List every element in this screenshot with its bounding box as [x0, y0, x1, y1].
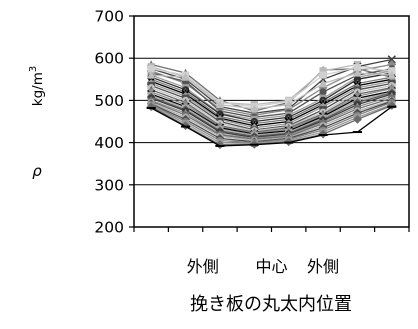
series-line — [150, 78, 392, 127]
series-line — [150, 63, 392, 116]
data-point — [387, 70, 397, 79]
data-point — [147, 65, 155, 73]
series-line — [150, 87, 392, 133]
data-point — [146, 70, 156, 79]
data-series — [146, 68, 397, 113]
data-series — [146, 105, 397, 147]
series-line — [150, 76, 392, 125]
data-point — [318, 83, 328, 93]
x-axis-label: 挽き板の丸太内位置 — [190, 294, 352, 315]
x-axis-category-labels: 外側 中心 外側 — [187, 257, 339, 276]
series-line — [150, 91, 392, 136]
series-line — [150, 87, 392, 134]
y-axis-ticks: 200 300 400 500 600 700 — [94, 8, 410, 237]
series-line — [150, 80, 392, 129]
y-tick-label: 500 — [94, 92, 124, 110]
svg-text:kg/m3: kg/m3 — [28, 66, 46, 106]
data-point — [353, 68, 362, 77]
y-tick-label: 600 — [94, 50, 124, 68]
y-tick-label: 700 — [94, 8, 124, 26]
y-axis-unit-exponent: 3 — [28, 66, 39, 72]
data-point — [284, 100, 293, 109]
data-point — [319, 67, 327, 75]
data-point — [319, 71, 327, 79]
y-tick-label: 200 — [94, 219, 124, 237]
series-line — [150, 106, 393, 147]
data-point — [318, 79, 328, 88]
series-line — [150, 97, 392, 140]
series-line — [150, 101, 393, 144]
series-line — [150, 82, 392, 131]
data-point — [250, 104, 259, 113]
series-line — [150, 92, 392, 137]
data-point — [319, 88, 327, 96]
y-axis-unit-base: kg/m — [30, 72, 46, 106]
data-point — [387, 101, 397, 110]
series-line — [150, 93, 392, 139]
data-point — [215, 100, 225, 109]
x-category-label: 外側 — [187, 257, 219, 276]
series-layer — [146, 55, 397, 150]
series-line — [150, 84, 392, 132]
x-category-label: 外側 — [307, 257, 339, 276]
series-line — [150, 95, 392, 140]
series-line — [150, 72, 392, 123]
data-point — [353, 63, 362, 72]
x-category-label: 中心 — [255, 257, 287, 276]
series-line — [150, 100, 393, 143]
data-point — [353, 114, 362, 124]
y-tick-label: 300 — [94, 176, 124, 194]
series-line — [151, 66, 392, 108]
series-line — [151, 72, 392, 110]
data-point — [387, 55, 396, 64]
series-line — [150, 70, 392, 121]
data-point — [353, 75, 362, 83]
data-point — [387, 60, 397, 69]
data-point — [388, 67, 396, 75]
y-tick-label: 400 — [94, 134, 124, 152]
series-line — [150, 99, 392, 142]
series-line — [151, 68, 392, 118]
data-point — [181, 72, 190, 81]
series-line — [150, 103, 393, 145]
y-axis-label: ρ — [32, 162, 42, 180]
y-axis-unit: kg/m3 — [28, 66, 46, 106]
series-line — [150, 90, 392, 135]
